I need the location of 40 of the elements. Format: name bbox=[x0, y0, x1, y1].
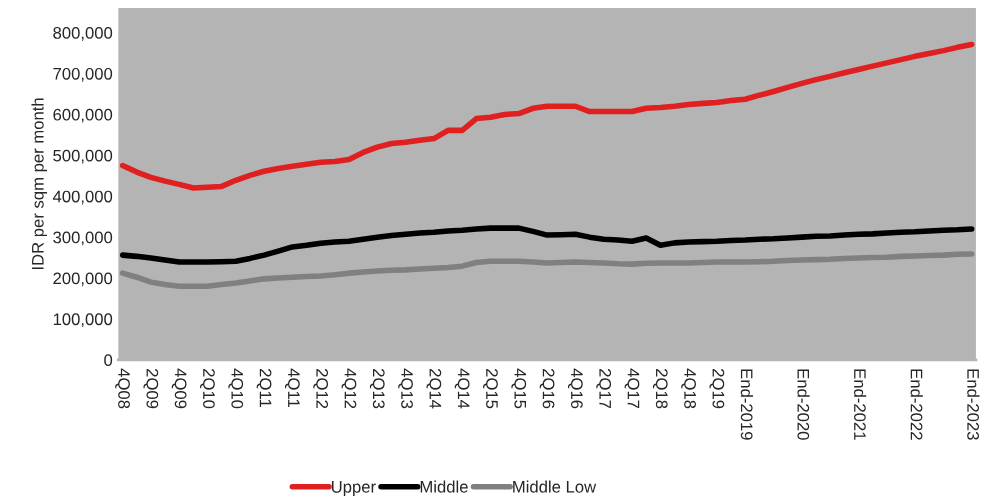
x-tick-label: 4Q17 bbox=[624, 368, 640, 409]
y-tick-label: 600,000 bbox=[53, 108, 113, 123]
x-tick-label: End-2021 bbox=[853, 369, 867, 440]
y-tick-label: 300,000 bbox=[53, 231, 113, 246]
x-tick-label: 4Q12 bbox=[341, 368, 357, 409]
x-tick-label: 4Q09 bbox=[171, 368, 187, 409]
x-tick-label: 2Q13 bbox=[369, 369, 385, 409]
x-tick-label: 2Q16 bbox=[539, 369, 555, 409]
x-tick-label: 2Q17 bbox=[596, 369, 612, 409]
x-tick-label: 4Q16 bbox=[567, 368, 583, 409]
x-tick-label: 2Q18 bbox=[652, 369, 668, 409]
y-tick-label: 0 bbox=[104, 354, 113, 367]
x-tick-label: 2Q19 bbox=[709, 369, 725, 409]
x-tick-label: 2Q15 bbox=[483, 369, 498, 409]
x-tick-label: 2Q10 bbox=[200, 369, 215, 409]
x-tick-label: End-2019 bbox=[740, 369, 754, 440]
y-tick-label: 200,000 bbox=[53, 272, 113, 287]
legend-label: Upper bbox=[331, 481, 376, 497]
x-tick-label: 4Q18 bbox=[681, 368, 696, 409]
x-tick-label: 4Q10 bbox=[228, 368, 244, 409]
y-tick-label: 100,000 bbox=[53, 313, 113, 328]
y-tick-label: 800,000 bbox=[53, 27, 113, 41]
x-tick-label: 2Q14 bbox=[426, 369, 442, 409]
legend-label: Middle bbox=[420, 480, 468, 493]
legend-label: Middle Low bbox=[513, 480, 597, 493]
x-tick-label: 2Q11 bbox=[256, 369, 272, 407]
y-tick-label: 700,000 bbox=[53, 67, 113, 82]
x-tick-label: 4Q13 bbox=[398, 368, 413, 409]
x-tick-label: 4Q08 bbox=[115, 368, 130, 409]
x-tick-label: 4Q14 bbox=[454, 368, 470, 409]
x-tick-label: 4Q15 bbox=[511, 368, 527, 409]
x-tick-label: End-2023 bbox=[967, 369, 980, 440]
x-tick-label: 2Q12 bbox=[313, 369, 329, 409]
y-axis-title: IDR per sqm per month bbox=[31, 98, 47, 270]
x-tick-label: End-2022 bbox=[910, 369, 923, 440]
x-tick-label: 2Q09 bbox=[143, 369, 159, 409]
x-tick-label: End-2020 bbox=[797, 369, 810, 440]
y-tick-label: 400,000 bbox=[52, 190, 113, 205]
x-tick-label: 4Q11 bbox=[284, 368, 300, 407]
y-tick-label: 500,000 bbox=[53, 149, 113, 164]
